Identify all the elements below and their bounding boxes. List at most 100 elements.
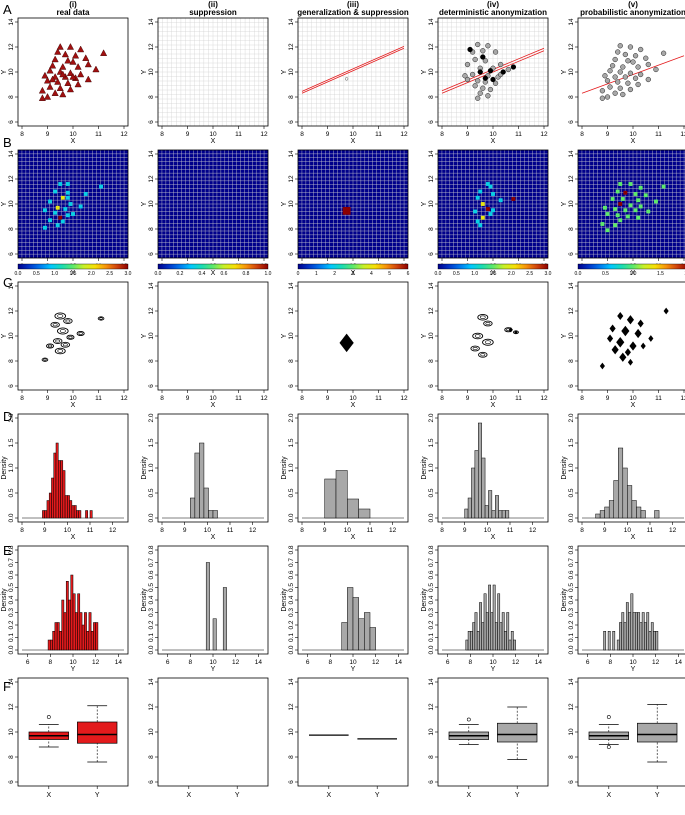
data-point (599, 95, 606, 101)
x-tick-label: 6 (586, 659, 590, 666)
y-tick-label: 14 (148, 678, 155, 686)
data-point (643, 55, 649, 61)
colorbar-tick-label: 2.5 (526, 271, 533, 277)
contour-line (99, 317, 103, 320)
histogram-bar (599, 510, 605, 519)
data-point-filled (487, 68, 494, 74)
contour-filled (616, 336, 625, 348)
contour-line (57, 314, 64, 318)
y-tick-label: 0.0 (568, 513, 575, 522)
panel-A-5: 8 9 10 11 12 X 6 8 10 12 14 Y (561, 17, 685, 145)
colorbar-tick-label: 0.0 (575, 271, 582, 277)
y-tick-label: 10 (148, 200, 155, 208)
y-tick-label: 8 (288, 359, 295, 363)
x-tick-label: 14 (675, 659, 683, 666)
x-tick-label: 12 (249, 527, 257, 534)
histogram-bar (604, 506, 610, 519)
x-tick-label: 10 (629, 659, 637, 666)
histogram-bar (637, 612, 641, 651)
x-tick-label: 10 (69, 131, 77, 138)
x-axis-label: X (211, 138, 216, 145)
heatmap-cell (473, 209, 478, 214)
histogram-bar (194, 452, 200, 519)
histogram-bar (471, 467, 476, 519)
contour-line (68, 335, 73, 339)
y-tick-label: 0.2 (8, 620, 15, 629)
y-tick-label: 10 (568, 200, 575, 208)
histogram-bar (190, 497, 196, 519)
x-tick-label: 14 (115, 659, 123, 666)
heatmap-cell (475, 195, 480, 200)
y-tick-label: 0.6 (288, 570, 295, 579)
box-outlier (46, 715, 51, 719)
y-tick-label: 0.4 (288, 595, 295, 604)
heatmap-cell (661, 184, 666, 189)
data-point (66, 69, 74, 76)
histogram-bar (369, 627, 376, 651)
y-axis-label: Y (141, 201, 148, 206)
colorbar-tick-label: 1 (315, 271, 318, 277)
y-axis-label: Y (1, 333, 8, 338)
y-tick-label: 8 (148, 227, 155, 231)
y-axis-label: Y (1, 69, 8, 74)
contour-filled (514, 330, 518, 335)
y-tick-label: 0.7 (148, 558, 155, 567)
y-tick-label: 10 (8, 332, 15, 340)
heatmap-cell (511, 197, 516, 201)
y-tick-label: 10 (8, 728, 15, 736)
data-point (66, 43, 74, 50)
heatmap-cell (488, 212, 493, 216)
y-tick-label: 12 (8, 175, 15, 183)
x-tick-label: 12 (372, 659, 380, 666)
x-tick-label: X (46, 792, 51, 799)
y-axis-label: Density (561, 588, 568, 612)
histogram-bar (347, 587, 354, 651)
histogram-bar (71, 505, 75, 519)
y-axis-label: Density (1, 456, 8, 480)
y-tick-label: 14 (148, 282, 155, 290)
y-tick-label: 0.5 (148, 488, 155, 497)
y-tick-label: 1.0 (8, 463, 15, 472)
contour-filled (621, 325, 630, 337)
row-label: C (3, 275, 12, 290)
x-tick-label: 11 (655, 131, 662, 138)
y-tick-label: 8 (148, 755, 155, 759)
contour-filled (339, 333, 354, 353)
column-headers: (i)real data (ii)suppression (iii)generali… (57, 0, 685, 17)
data-point (485, 43, 491, 49)
colorbar (437, 263, 549, 270)
data-point (599, 88, 606, 94)
histogram-bar (212, 618, 217, 651)
data-point (51, 55, 59, 63)
x-tick-label: 12 (400, 131, 408, 138)
histogram-bar (618, 447, 624, 519)
data-point (56, 84, 64, 91)
y-tick-label: 10 (8, 200, 15, 208)
colorbar-tick-label: 0 (297, 271, 300, 277)
y-tick-label: 0.5 (288, 583, 295, 592)
histogram-bar (636, 506, 642, 519)
y-tick-label: 0.6 (568, 570, 575, 579)
x-tick-label: 12 (232, 659, 240, 666)
data-point (635, 64, 641, 70)
contour-filled (611, 345, 619, 355)
histogram-bar (50, 639, 53, 651)
histogram-bar (58, 460, 61, 519)
contour-filled (626, 315, 635, 325)
x-tick-label: 8 (329, 659, 333, 666)
histogram-bar (479, 602, 482, 651)
y-axis-label: Y (141, 333, 148, 338)
histogram-bar (483, 593, 487, 651)
histogram-bar (93, 622, 96, 651)
y-tick-label: 12 (288, 307, 295, 315)
histogram-bar (72, 593, 76, 651)
histogram-bar (497, 593, 501, 651)
x-tick-label: 10 (489, 131, 497, 138)
y-tick-label: 0.1 (568, 633, 575, 642)
data-point (617, 43, 623, 49)
histogram-bar (616, 639, 620, 651)
x-tick-label: 11 (375, 395, 382, 402)
data-point (56, 43, 64, 50)
y-tick-label: 0.5 (8, 583, 15, 592)
heatmap-cell (498, 198, 503, 203)
